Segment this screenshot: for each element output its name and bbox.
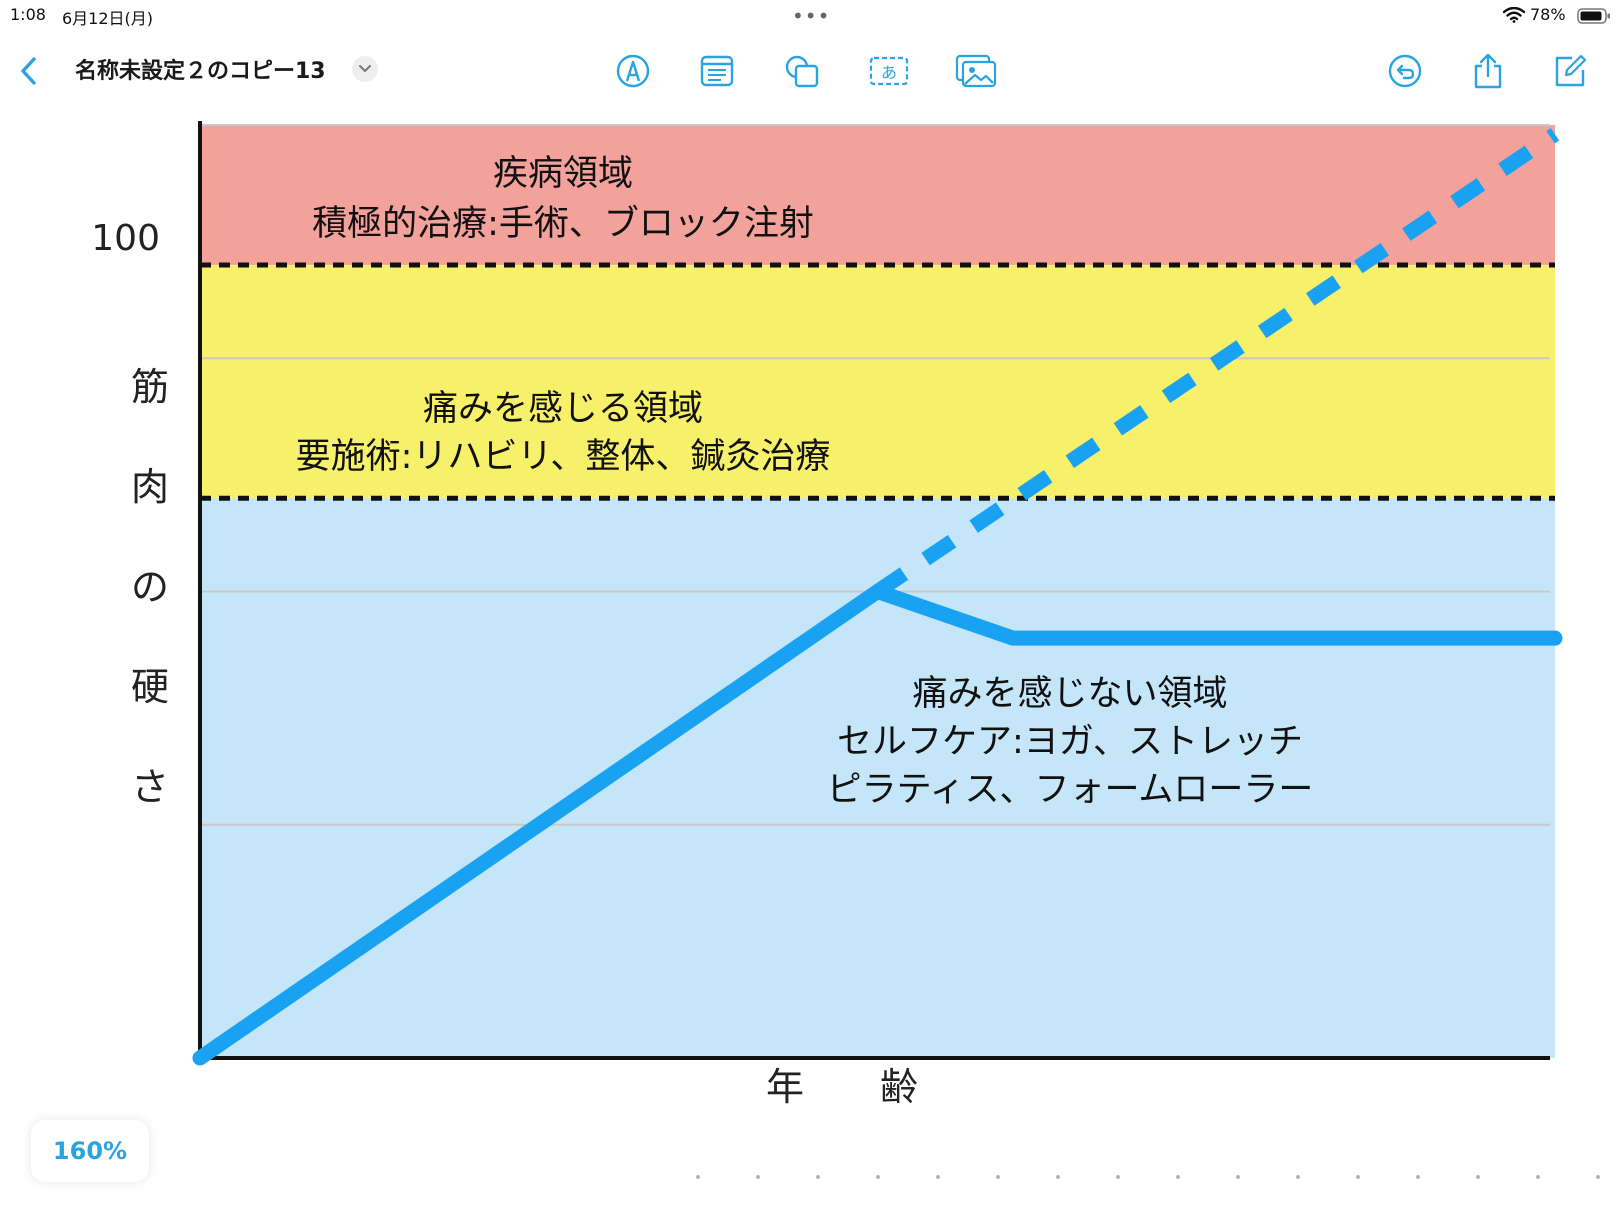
zone-label-disease: 積極的治療:手術、ブロック注射: [312, 204, 814, 244]
markup-pen-icon: [616, 54, 650, 88]
zone-band-pain: [200, 264, 1555, 499]
projected-trend-line: [873, 128, 1560, 598]
zone-label-no-pain: 痛みを感じない領域: [912, 674, 1227, 714]
scroll-dot: [1356, 1175, 1360, 1179]
scroll-dot: [936, 1175, 940, 1179]
scroll-dot: [1236, 1175, 1240, 1179]
scroll-dot: [876, 1175, 880, 1179]
y-axis-char: 硬: [131, 665, 169, 709]
scroll-dot: [1056, 1175, 1060, 1179]
share-icon: [1474, 53, 1502, 89]
document-title[interactable]: 名称未設定２のコピー13: [75, 59, 326, 84]
zone-band-disease: [200, 125, 1555, 265]
shapes-icon: [785, 55, 819, 88]
text-insert-icon: あ: [869, 56, 909, 86]
shapes-button[interactable]: [781, 50, 823, 92]
media-button[interactable]: [955, 50, 997, 92]
scroll-dot: [1296, 1175, 1300, 1179]
text-box-icon: [700, 55, 734, 87]
x-axis-label: 年 齢: [766, 1065, 918, 1109]
scroll-dot: [1596, 1175, 1600, 1179]
axis-labels: 100 0 筋 肉 の 硬 さ 年 齢: [91, 218, 918, 1109]
text-box-button[interactable]: [696, 50, 738, 92]
chevron-down-icon: [359, 65, 371, 72]
zoom-level-badge[interactable]: 160%: [31, 1120, 149, 1182]
zoom-level-text: 160%: [52, 1137, 128, 1165]
undo-icon: [1388, 54, 1422, 88]
zone-label-disease: 疾病領域: [493, 154, 633, 194]
text-insert-button[interactable]: あ: [868, 50, 910, 92]
status-time: 1:08: [10, 5, 46, 24]
y-axis-char: 筋: [131, 365, 169, 409]
threshold-lines: [200, 262, 1555, 501]
share-button[interactable]: [1467, 50, 1509, 92]
chevron-left-icon: [21, 57, 36, 85]
scroll-dot: [1176, 1175, 1180, 1179]
scroll-dot: [996, 1175, 1000, 1179]
stiffness-trend-line: [192, 584, 1563, 1066]
zone-label-pain: 要施術:リハビリ、整体、鍼灸治療: [296, 437, 831, 477]
scroll-dot: [1416, 1175, 1420, 1179]
compose-button[interactable]: [1549, 50, 1591, 92]
note-canvas[interactable]: 疾病領域積極的治療:手術、ブロック注射痛みを感じる領域要施術:リハビリ、整体、鍼…: [0, 110, 1620, 1130]
status-date: 6月12日(月): [62, 9, 154, 28]
scroll-dot: [1536, 1175, 1540, 1179]
chart-axes: [198, 121, 1550, 1060]
back-button[interactable]: [8, 50, 50, 92]
y-axis-char: さ: [131, 765, 169, 809]
status-bar: 1:08 6月12日(月) ••• 78%: [0, 0, 1620, 34]
markup-button[interactable]: [612, 50, 654, 92]
zone-label-no-pain: セルフケア:ヨガ、ストレッチ: [837, 722, 1303, 762]
scroll-dot: [756, 1175, 760, 1179]
media-icon: [955, 54, 997, 88]
y-tick-label-max: 100: [91, 218, 160, 259]
scroll-dot: [696, 1175, 700, 1179]
battery-icon: [1577, 8, 1611, 28]
multitasking-dots-icon[interactable]: •••: [792, 4, 831, 28]
svg-text:あ: あ: [881, 63, 897, 82]
battery-percentage: 78%: [1530, 5, 1566, 24]
zone-label-pain: 痛みを感じる領域: [423, 389, 703, 429]
compose-icon: [1555, 54, 1587, 87]
wifi-icon: [1502, 6, 1526, 27]
undo-button[interactable]: [1384, 50, 1426, 92]
zone-labels: 疾病領域積極的治療:手術、ブロック注射痛みを感じる領域要施術:リハビリ、整体、鍼…: [296, 154, 1314, 810]
page-scroll-indicator: [696, 1175, 1600, 1179]
scroll-dot: [1476, 1175, 1480, 1179]
scroll-dot: [1116, 1175, 1120, 1179]
y-axis-char: 肉: [131, 465, 169, 509]
y-axis-char: の: [131, 565, 169, 609]
chart-series: [192, 128, 1563, 1066]
scroll-dot: [816, 1175, 820, 1179]
title-menu-button[interactable]: [352, 56, 378, 82]
zone-label-no-pain: ピラティス、フォームローラー: [827, 770, 1314, 810]
